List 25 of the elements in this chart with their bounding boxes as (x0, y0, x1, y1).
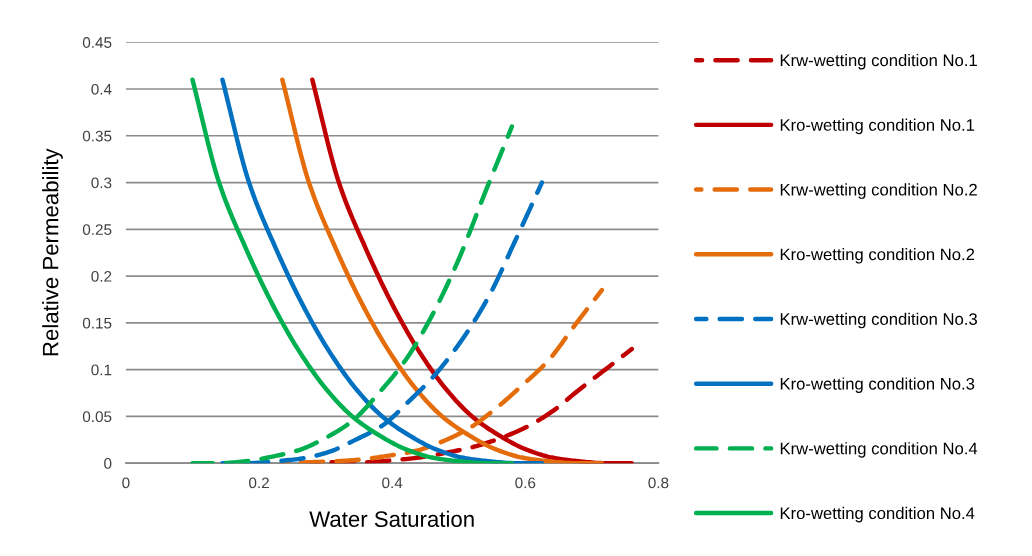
legend-label: Krw-wetting condition No.1 (780, 53, 977, 70)
x-axis-title: Water Saturation (309, 510, 474, 528)
y-tick-label: 0.2 (91, 270, 112, 282)
y-tick-label: 0.1 (91, 364, 112, 376)
legend-label: Krw-wetting condition No.4 (780, 442, 978, 458)
y-tick-label: 0.15 (82, 317, 112, 329)
legend-label: Kro-wetting condition No.2 (780, 248, 975, 264)
y-tick-label: 0.05 (82, 411, 112, 423)
y-tick-label: 0.35 (82, 130, 112, 142)
y-axis-title: Relative Permeability (42, 148, 63, 356)
legend-label: Krw-wetting condition No.3 (780, 312, 977, 329)
x-tick-label: 0.4 (382, 477, 403, 489)
legend-label: Kro-wetting condition No.3 (780, 377, 975, 393)
x-tick-label: 0.8 (648, 477, 669, 489)
y-tick-label: 0.45 (82, 37, 112, 48)
legend-label: Krw-wetting condition No.2 (780, 183, 977, 199)
x-tick-label: 0.2 (249, 477, 269, 489)
legend-label: Kro-wetting condition No.1 (780, 118, 975, 135)
y-tick-label: 0.3 (91, 177, 112, 189)
y-tick-label: 0.25 (82, 224, 112, 236)
y-tick-label: 0.4 (91, 83, 112, 95)
x-tick-label: 0.6 (515, 477, 536, 489)
x-tick-label: 0 (122, 477, 130, 489)
y-tick-label: 0 (104, 458, 112, 469)
legend-label: Kro-wetting condition No.4 (780, 506, 975, 523)
